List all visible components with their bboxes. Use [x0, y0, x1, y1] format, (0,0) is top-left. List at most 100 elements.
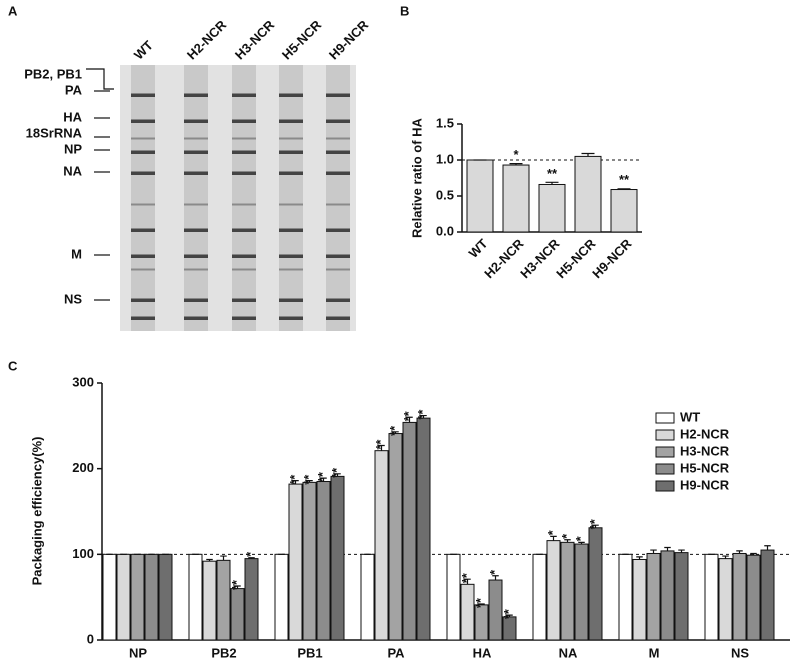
- lane-label: H5-NCR: [279, 17, 325, 63]
- band-label: 18SrRNA: [26, 125, 83, 140]
- significance: **: [301, 474, 316, 485]
- error-bar: [234, 585, 241, 589]
- error-bar: [392, 431, 399, 434]
- gel-band: [131, 298, 155, 302]
- lane-label: H3-NCR: [232, 17, 278, 63]
- bar: [660, 550, 675, 641]
- gel-band: [184, 268, 208, 271]
- error-bar: [678, 549, 685, 553]
- gel-band: [184, 93, 208, 97]
- y-axis-label: Packaging efficiency(%): [29, 437, 44, 586]
- bar: [316, 481, 331, 641]
- y-tick-label: 200: [72, 460, 94, 475]
- gel-band: [279, 171, 303, 175]
- bar: [360, 553, 375, 641]
- gel-band: [131, 119, 155, 123]
- legend-swatch: [655, 463, 675, 475]
- gel-band: [279, 268, 303, 271]
- y-tick-label: 0.0: [436, 223, 454, 238]
- significance: **: [619, 172, 630, 187]
- bar: [502, 616, 517, 641]
- gel-band: [232, 298, 256, 302]
- gel-band: [279, 254, 303, 258]
- error-bar: [736, 550, 743, 554]
- bar: [760, 549, 775, 641]
- band-label: HA: [63, 109, 82, 124]
- gel-band: [184, 298, 208, 302]
- band-label: PB2, PB1: [24, 66, 82, 81]
- error-bar: [509, 163, 523, 166]
- error-bar: [550, 535, 557, 541]
- x-tick-label: NP: [129, 645, 147, 660]
- y-tick-label: 100: [72, 546, 94, 561]
- lane-label: WT: [131, 38, 156, 63]
- gel-band: [232, 316, 256, 320]
- band-label: NA: [63, 163, 82, 178]
- error-bar: [617, 188, 631, 190]
- bar: [188, 553, 203, 641]
- x-tick-label: PB1: [297, 645, 322, 660]
- legend-label: H3-NCR: [680, 443, 730, 458]
- bar: [610, 189, 638, 233]
- gel-band: [184, 150, 208, 154]
- error-bar: [545, 181, 559, 185]
- bar: [330, 475, 345, 641]
- bar: [704, 553, 719, 641]
- bar: [416, 417, 431, 641]
- error-bar: [492, 575, 499, 581]
- x-tick-label: NS: [731, 645, 749, 660]
- bar: [560, 541, 575, 641]
- error-bar: [464, 578, 471, 585]
- bar: [202, 560, 217, 641]
- significance: *: [545, 529, 560, 535]
- gel-lane: [131, 65, 155, 331]
- gel-band: [279, 298, 303, 302]
- gel-band: [326, 93, 350, 97]
- bar: [732, 552, 747, 641]
- bar: [102, 553, 117, 641]
- error-bar: [636, 556, 643, 560]
- y-axis-label: Relative ratio of HA: [409, 117, 424, 238]
- gel-band: [131, 150, 155, 154]
- bar: [374, 450, 389, 641]
- gel-band: [326, 298, 350, 302]
- error-bar: [564, 539, 571, 543]
- gel-band: [279, 137, 303, 140]
- gel-band: [184, 171, 208, 175]
- error-bar: [650, 549, 657, 554]
- bar: [446, 553, 461, 641]
- error-bar: [664, 546, 671, 551]
- gel-band: [326, 150, 350, 154]
- significance: *: [487, 569, 502, 575]
- bar: [288, 483, 303, 641]
- bar: [618, 553, 633, 641]
- error-bar: [406, 416, 413, 423]
- x-tick-label: NA: [559, 645, 578, 660]
- significance: **: [287, 474, 302, 485]
- bar: [546, 540, 561, 641]
- error-bar: [206, 558, 213, 562]
- bar: [130, 553, 145, 641]
- bar: [538, 183, 566, 233]
- error-bar: [592, 524, 599, 528]
- gel-band: [232, 203, 256, 206]
- bar: [502, 164, 530, 233]
- gel-band: [326, 203, 350, 206]
- band-bracket: [86, 68, 114, 90]
- gel-band: [184, 254, 208, 258]
- error-bar: [248, 557, 255, 559]
- band-label: NS: [64, 291, 82, 306]
- gel-band: [232, 171, 256, 175]
- bar: [474, 604, 489, 641]
- error-bar: [764, 545, 771, 551]
- gel-band: [184, 203, 208, 206]
- significance: **: [387, 425, 402, 436]
- significance: **: [587, 518, 602, 529]
- gel-band: [326, 171, 350, 175]
- significance: *: [243, 551, 258, 557]
- bar: [532, 553, 547, 641]
- gel-band: [131, 254, 155, 258]
- gel-band: [131, 171, 155, 175]
- error-bar: [292, 480, 299, 485]
